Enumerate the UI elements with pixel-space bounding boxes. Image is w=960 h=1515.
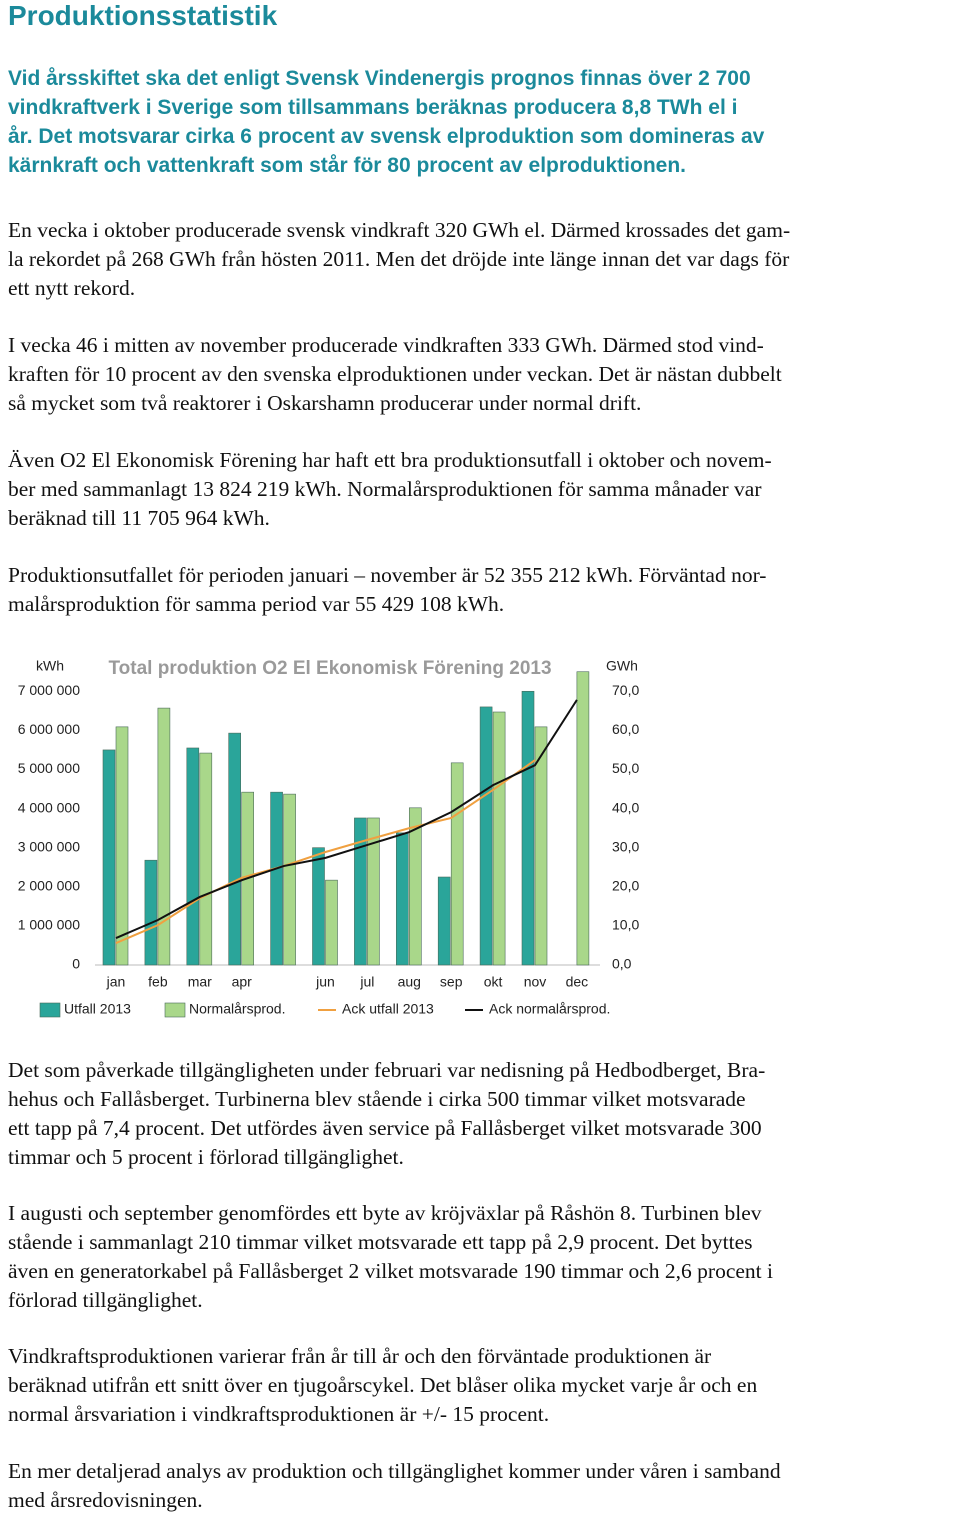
bar [157,707,171,966]
x-tick-label: sep [440,974,463,990]
y-tick-label: 5 000 000 [18,760,80,776]
y2-tick-label: 50,0 [612,760,639,776]
text-line: förlorad tillgänglighet. [8,1288,203,1312]
bar [395,832,409,966]
bar [479,706,493,966]
bar [102,749,116,966]
text-line: Produktionsutfallet för perioden januari… [8,563,767,587]
bar [367,817,380,966]
bar [144,859,158,966]
text-line: med årsredovisningen. [8,1488,203,1512]
y2-tick-label: 40,0 [612,799,639,815]
text-line: timmar och 5 procent i förlorad tillgäng… [8,1145,404,1169]
x-tick-label: okt [484,974,503,990]
x-tick-label: jan [106,974,126,990]
text-line: En mer detaljerad analys av produktion o… [8,1459,781,1483]
y2-axis-label: GWh [606,658,638,674]
text-line: beräknad utifrån ett snitt över en tjugo… [8,1373,758,1397]
bar [576,671,590,966]
text-line: så mycket som två reaktorer i Oskarshamn… [8,391,642,415]
text-line: hehus och Fallåsberget. Turbinerna blev … [8,1087,746,1111]
y-tick-label: 2 000 000 [18,877,80,893]
bar [534,726,548,966]
y2-tick-label: 60,0 [612,721,639,737]
text-line: även en generatorkabel på Fallåsberget 2… [8,1259,773,1283]
text-line: En vecka i oktober producerade svensk vi… [8,218,791,242]
legend-label: Normalårsprod. [189,1001,285,1017]
legend-swatch [39,1002,61,1018]
text-line: ett tapp på 7,4 procent. Det utfördes äv… [8,1116,762,1140]
bar [408,807,422,966]
text-line: Även O2 El Ekonomisk Förening har haft e… [8,448,772,472]
y-tick-label: 4 000 000 [18,799,80,815]
bar [199,752,213,966]
legend-label: Ack normalårsprod. [489,1001,610,1017]
x-tick-label: aug [398,974,421,990]
text-line: la rekordet på 268 GWh från hösten 2011.… [8,247,790,271]
bar [312,847,325,966]
text-line: ber med sammanlagt 13 824 219 kWh. Norma… [8,477,762,501]
bar [354,817,367,966]
text-line: beräknad till 11 705 964 kWh. [8,506,270,530]
bar [437,876,451,966]
y2-tick-label: 10,0 [612,917,639,933]
page-title: Produktionsstatistik [8,0,278,31]
y2-tick-label: 0,0 [612,956,632,972]
text-line: år. Det motsvarar cirka 6 procent av sve… [8,125,765,148]
text-line: malårsproduktion för samma period var 55… [8,592,505,616]
line [115,759,536,945]
text-line: kärnkraft och vattenkraft som står för 8… [8,154,687,177]
chart-title: Total produktion O2 El Ekonomisk Förenin… [108,658,551,679]
bar [228,732,241,966]
text-line: normal årsvariation i vindkraftsprodukti… [8,1402,550,1426]
y-tick-label: 0 [72,956,80,972]
y2-tick-label: 70,0 [612,682,639,698]
text-line: Vindkraftsproduktionen varierar från år … [8,1344,712,1368]
x-tick-label: mar [188,974,212,990]
x-tick-label: nov [524,974,547,990]
text-line: vindkraftverk i Sverige som tillsammans … [8,96,738,119]
x-tick-label: apr [232,974,253,990]
bar [450,762,464,966]
bar [115,726,129,966]
x-tick-label: feb [148,974,168,990]
y-tick-label: 1 000 000 [18,917,80,933]
y-tick-label: 7 000 000 [18,682,80,698]
y-axis-label: kWh [36,658,64,674]
bar [521,690,535,966]
chart: Total produktion O2 El Ekonomisk Förenin… [18,658,639,1018]
legend-label: Ack utfall 2013 [342,1001,434,1017]
x-tick-label: dec [566,974,589,990]
y-tick-label: 3 000 000 [18,838,80,854]
x-tick-label: jul [359,974,374,990]
legend-label: Utfall 2013 [64,1001,131,1017]
bar [283,793,296,966]
y2-tick-label: 30,0 [612,838,639,854]
bar [270,791,283,966]
x-tick-label: jun [315,974,335,990]
bar [325,879,338,966]
y-tick-label: 6 000 000 [18,721,80,737]
text-line: Det som påverkade tillgängligheten under… [8,1058,766,1082]
text-line: Vid årsskiftet ska det enligt Svensk Vin… [8,67,751,90]
text-line: I vecka 46 i mitten av november producer… [8,333,764,357]
bar [492,711,506,966]
line [115,699,578,939]
y2-tick-label: 20,0 [612,877,639,893]
text-line: ett nytt rekord. [8,276,136,300]
bar [186,747,200,966]
text-line: I augusti och september genomfördes ett … [8,1201,762,1225]
text-line: kraften för 10 procent av den svenska el… [8,362,782,386]
text-line: stående i sammanlagt 210 timmar vilket m… [8,1230,753,1254]
legend-swatch [164,1002,186,1018]
